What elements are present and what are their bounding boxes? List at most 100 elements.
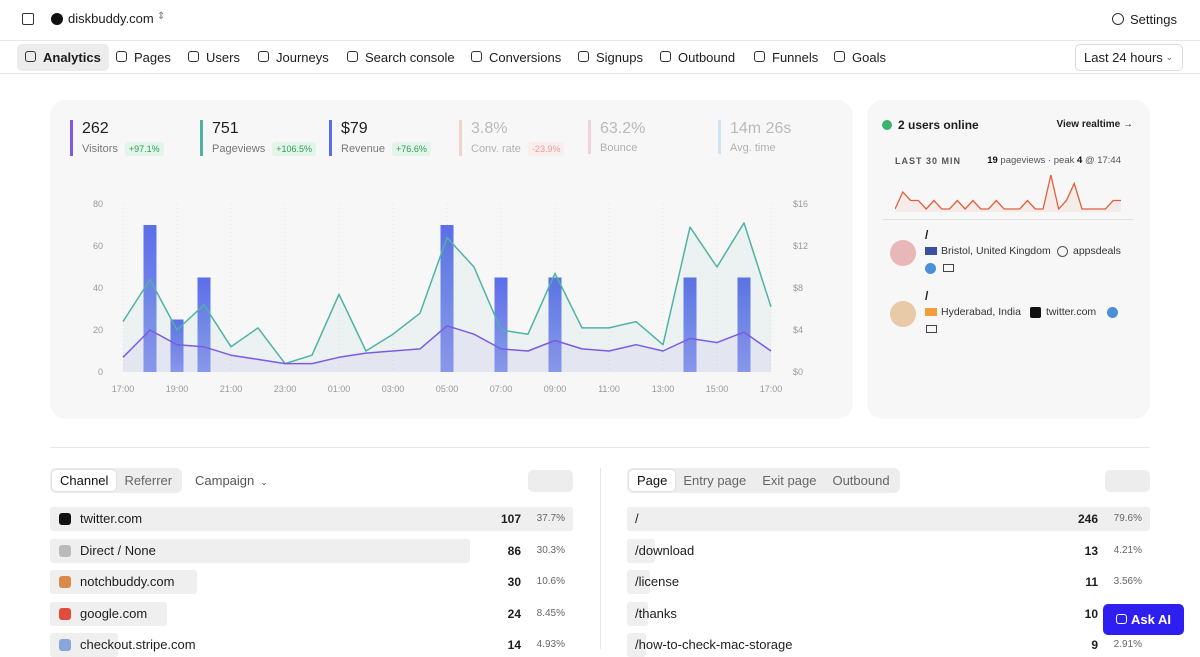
tab-group: Page Entry page Exit page Outbound: [627, 468, 900, 493]
table-tab[interactable]: Channel: [52, 470, 117, 491]
caret: ⌄: [1165, 52, 1173, 62]
metric-value: 751: [212, 120, 239, 137]
browser-icon: [925, 263, 936, 274]
y-tick-label: 20: [93, 325, 103, 335]
metric-value: $79: [341, 120, 368, 137]
x-tick-label: 23:00: [274, 384, 297, 394]
table-tab[interactable]: Page: [629, 470, 676, 491]
x-tick-label: 15:00: [706, 384, 729, 394]
metric-label: Pageviews: [212, 143, 266, 155]
row-name: twitter.com: [80, 511, 143, 526]
x-tick-label: 17:00: [112, 384, 135, 394]
nav-tab[interactable]: Funnels: [746, 44, 826, 71]
range-select[interactable]: Last 24 hours ⌄: [1075, 44, 1183, 71]
row-name: google.com: [80, 605, 148, 621]
metric-value: 262: [82, 120, 109, 137]
divider: [883, 219, 1133, 220]
sparkline: [895, 174, 1121, 212]
apps-icon[interactable]: [22, 13, 34, 25]
view-toggle[interactable]: [1105, 470, 1150, 492]
metric: 14m 26s Avg. time: [718, 120, 791, 154]
metric-value: 63.2%: [600, 120, 646, 137]
realtime-link[interactable]: View realtime →: [1056, 119, 1133, 130]
settings[interactable]: Settings: [1130, 12, 1177, 27]
view-toggle[interactable]: [528, 470, 573, 492]
user-source: appsdeals: [1073, 245, 1121, 257]
row-pct: 3.56%: [1113, 576, 1142, 588]
bar: [737, 277, 751, 372]
table-row[interactable]: /license 11 3.56%: [627, 570, 1150, 595]
table-row[interactable]: /thanks 10: [627, 601, 1150, 626]
row-icon: [59, 513, 71, 525]
metric: $79 Revenue +76.6%: [329, 120, 431, 156]
chart-card: 17:00 19:00 21:00 23:00 01:00 03:00 05:00 07:00…: [50, 100, 853, 419]
row-name: Direct / None: [80, 542, 156, 558]
y2-tick-label: $4: [793, 325, 803, 335]
row-name: /license: [635, 574, 680, 590]
metric: 3.8% Conv. rate -23.9%: [459, 120, 565, 156]
table-row[interactable]: twitter.com 107 37.7%: [50, 507, 573, 531]
metric-label-row: Visitors +97.1%: [82, 142, 164, 156]
bar: [143, 225, 157, 372]
table-tab[interactable]: Exit page: [762, 473, 817, 488]
metric-label-row: Revenue +76.6%: [341, 142, 431, 156]
nav-tab[interactable]: Outbound: [652, 44, 743, 71]
row-count: 9: [1091, 638, 1098, 653]
tab-label: Search console: [365, 50, 455, 65]
metric-label: Revenue: [341, 143, 386, 155]
line: [122, 325, 772, 365]
user-source: twitter.com: [1046, 306, 1097, 318]
table-row[interactable]: /download 13 4.21%: [627, 538, 1150, 563]
peak: 4: [1077, 155, 1083, 166]
nav-tab[interactable]: Goals: [826, 44, 894, 71]
nav-tab[interactable]: Signups: [570, 44, 651, 71]
tab-icon: [25, 51, 36, 62]
ask-ai-button[interactable]: Ask AI: [1103, 604, 1184, 635]
online-dot: [882, 120, 892, 130]
tab-label: Signups: [596, 50, 643, 65]
x-tick-label: 03:00: [382, 384, 405, 394]
tab-label: Conversions: [489, 50, 562, 65]
x-tick-label: 05:00: [436, 384, 459, 394]
site-caret[interactable]: ⇕: [157, 11, 166, 22]
table-row[interactable]: checkout.stripe.com 14 4.93%: [50, 633, 573, 657]
dropdown[interactable]: Campaign ⌄: [195, 473, 268, 488]
row-count: 24: [507, 606, 521, 621]
tab-icon: [347, 51, 358, 62]
y-tick-label: 40: [93, 283, 103, 293]
site-logo: [51, 13, 63, 25]
nav-bar: Last 24 hours ⌄ Analytics Pages Users Journe…: [0, 41, 1200, 74]
metric: 262 Visitors +97.1%: [70, 120, 164, 156]
user-location: Hyderabad, India: [941, 306, 1021, 318]
chart: 17:00 19:00 21:00 23:00 01:00 03:00 05:00 07:00…: [93, 199, 808, 394]
device-icon: [943, 264, 954, 272]
table-tab[interactable]: Referrer: [124, 473, 173, 488]
device-icon: [926, 325, 937, 333]
table-row[interactable]: / 246 79.6%: [627, 507, 1150, 531]
tab-label: Users: [206, 50, 240, 65]
tab-label: Journeys: [276, 50, 329, 65]
table-row[interactable]: /how-to-check-mac-storage 9 2.91%: [627, 633, 1150, 657]
settings-icon[interactable]: [1112, 13, 1124, 25]
metric-label-row: Pageviews +106.5%: [212, 142, 316, 156]
nav-tab[interactable]: Users: [180, 44, 248, 71]
tab-icon: [116, 51, 127, 62]
table-tab[interactable]: Outbound: [832, 473, 890, 488]
table-row[interactable]: Direct / None 86 30.3%: [50, 538, 573, 563]
metric: 63.2% Bounce: [588, 120, 645, 154]
nav-tab[interactable]: Journeys: [250, 44, 337, 71]
x-tick-label: 19:00: [166, 384, 189, 394]
table-row[interactable]: google.com 24 8.45%: [50, 601, 573, 626]
source-icon: [1057, 246, 1068, 257]
table-tab[interactable]: Entry page: [683, 473, 747, 488]
nav-tab[interactable]: Conversions: [463, 44, 569, 71]
nav-tab[interactable]: Search console: [339, 44, 463, 71]
metric-label: Visitors: [82, 143, 118, 155]
site-name[interactable]: diskbuddy.com: [68, 11, 154, 26]
row-name: /: [635, 511, 639, 526]
x-tick-label: 13:00: [652, 384, 675, 394]
nav-tab[interactable]: Analytics: [17, 44, 109, 71]
tab-icon: [754, 51, 765, 62]
nav-tab[interactable]: Pages: [108, 44, 179, 71]
table-row[interactable]: notchbuddy.com 30 10.6%: [50, 570, 573, 595]
